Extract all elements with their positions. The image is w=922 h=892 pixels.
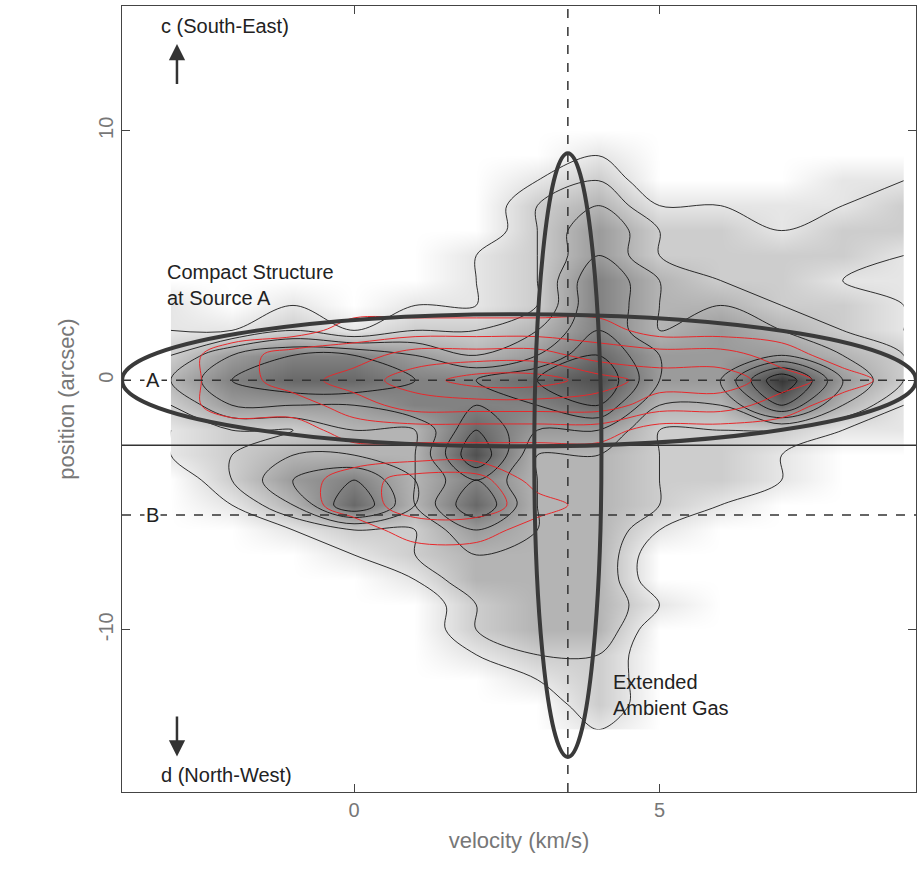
svg-text:0: 0 bbox=[349, 799, 360, 821]
svg-text:A: A bbox=[146, 369, 160, 391]
svg-text:0: 0 bbox=[95, 372, 117, 383]
svg-text:Compact Structureat Source A: Compact Structureat Source A bbox=[167, 261, 334, 309]
svg-text:-10: -10 bbox=[95, 612, 117, 641]
svg-text:velocity (km/s): velocity (km/s) bbox=[449, 828, 590, 853]
svg-text:5: 5 bbox=[654, 799, 665, 821]
svg-text:ExtendedAmbient Gas: ExtendedAmbient Gas bbox=[613, 671, 729, 719]
svg-text:c (South-East): c (South-East) bbox=[161, 15, 289, 37]
svg-text:d (North-West): d (North-West) bbox=[161, 764, 292, 786]
svg-text:position (arcsec): position (arcsec) bbox=[54, 318, 79, 479]
svg-text:10: 10 bbox=[95, 117, 117, 139]
svg-text:B: B bbox=[146, 504, 159, 526]
